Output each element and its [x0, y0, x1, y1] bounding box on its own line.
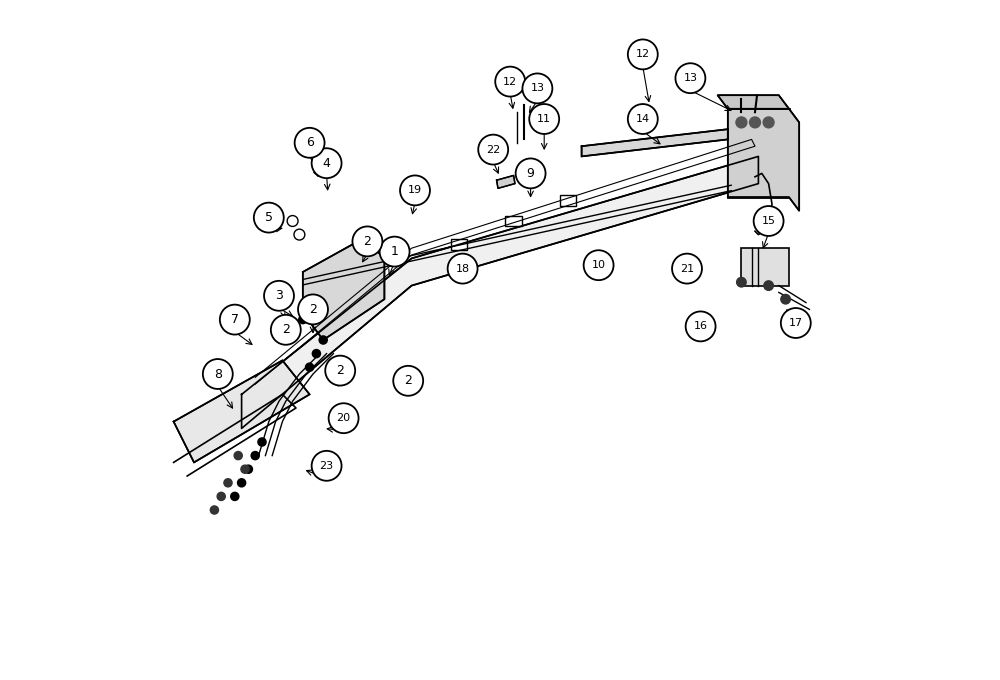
Circle shape — [312, 451, 342, 481]
Polygon shape — [303, 238, 384, 340]
Text: 13: 13 — [683, 73, 697, 83]
Circle shape — [238, 479, 246, 487]
Circle shape — [754, 206, 784, 236]
Text: 4: 4 — [323, 156, 331, 170]
Circle shape — [522, 73, 552, 103]
Circle shape — [231, 492, 239, 500]
Circle shape — [271, 315, 301, 345]
Circle shape — [764, 281, 773, 290]
Text: 5: 5 — [265, 211, 273, 224]
Circle shape — [299, 316, 307, 324]
Circle shape — [478, 135, 508, 165]
Bar — [451, 239, 467, 250]
Circle shape — [264, 281, 294, 311]
Text: 21: 21 — [680, 264, 694, 273]
Text: 10: 10 — [592, 260, 606, 270]
Bar — [728, 109, 789, 197]
Circle shape — [220, 305, 250, 335]
Polygon shape — [728, 109, 799, 211]
Circle shape — [737, 277, 746, 287]
Text: 1: 1 — [391, 245, 399, 258]
Circle shape — [241, 465, 249, 473]
Text: 22: 22 — [486, 145, 500, 154]
Text: 2: 2 — [309, 303, 317, 316]
Text: 17: 17 — [789, 318, 803, 328]
Text: 23: 23 — [320, 461, 334, 471]
Text: 19: 19 — [408, 186, 422, 195]
Text: 11: 11 — [537, 114, 551, 124]
Circle shape — [675, 63, 705, 93]
Text: 2: 2 — [282, 323, 290, 337]
Circle shape — [254, 203, 284, 233]
Circle shape — [628, 39, 658, 69]
Text: 20: 20 — [337, 413, 351, 423]
Circle shape — [736, 117, 747, 128]
Text: 13: 13 — [530, 84, 544, 93]
Polygon shape — [242, 156, 758, 428]
Polygon shape — [718, 95, 789, 109]
Text: 7: 7 — [231, 313, 239, 326]
Circle shape — [380, 237, 410, 267]
Text: 2: 2 — [363, 235, 371, 248]
Circle shape — [224, 479, 232, 487]
Circle shape — [400, 175, 430, 205]
Circle shape — [217, 492, 225, 500]
Circle shape — [244, 465, 252, 473]
Circle shape — [306, 363, 314, 371]
Bar — [741, 248, 789, 286]
Circle shape — [325, 356, 355, 386]
Polygon shape — [174, 360, 310, 462]
Bar — [505, 216, 522, 226]
Circle shape — [672, 254, 702, 284]
Circle shape — [298, 294, 328, 324]
Circle shape — [628, 104, 658, 134]
Circle shape — [203, 359, 233, 389]
Circle shape — [448, 254, 478, 284]
Text: 2: 2 — [404, 374, 412, 388]
Text: 2: 2 — [336, 364, 344, 377]
Polygon shape — [582, 129, 728, 156]
Polygon shape — [497, 175, 515, 188]
Circle shape — [352, 226, 382, 256]
Circle shape — [781, 294, 790, 304]
Circle shape — [495, 67, 525, 97]
Bar — [560, 195, 576, 206]
Circle shape — [329, 403, 359, 433]
Circle shape — [258, 438, 266, 446]
Text: 8: 8 — [214, 367, 222, 381]
Circle shape — [312, 148, 342, 178]
Text: 12: 12 — [636, 50, 650, 59]
Text: 14: 14 — [636, 114, 650, 124]
Text: 9: 9 — [527, 167, 535, 180]
Text: 15: 15 — [762, 216, 776, 226]
Text: 18: 18 — [456, 264, 470, 273]
Circle shape — [234, 452, 242, 460]
Circle shape — [516, 158, 546, 188]
Circle shape — [529, 104, 559, 134]
Circle shape — [750, 117, 760, 128]
Circle shape — [292, 329, 300, 337]
Circle shape — [393, 366, 423, 396]
Circle shape — [312, 350, 320, 358]
Circle shape — [763, 117, 774, 128]
Circle shape — [251, 452, 259, 460]
Circle shape — [295, 128, 325, 158]
Circle shape — [686, 311, 716, 341]
Text: 16: 16 — [694, 322, 708, 331]
Text: 12: 12 — [503, 77, 517, 86]
Circle shape — [210, 506, 218, 514]
Circle shape — [584, 250, 614, 280]
Circle shape — [781, 308, 811, 338]
Text: 3: 3 — [275, 289, 283, 303]
Text: 6: 6 — [306, 136, 314, 150]
Circle shape — [319, 336, 327, 344]
